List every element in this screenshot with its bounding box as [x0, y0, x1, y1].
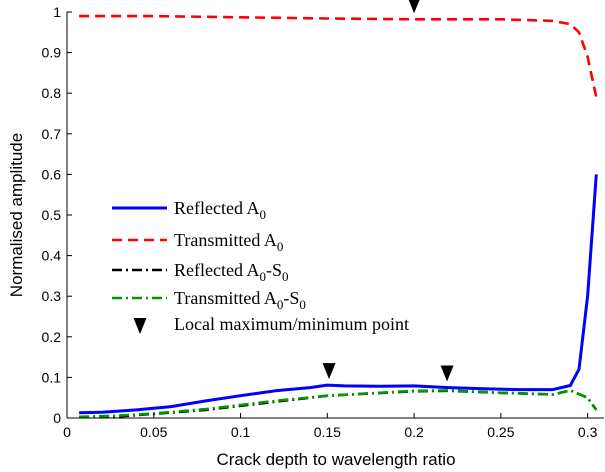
local-extremum-marker	[322, 363, 336, 380]
legend-label-0: Reflected A0	[174, 198, 266, 222]
y-axis-label: Normalised amplitude	[7, 133, 26, 297]
x-tick-label: 0	[63, 424, 71, 440]
legend-suffix: -S	[266, 260, 282, 280]
y-tick-label: 0.4	[42, 248, 62, 264]
legend-subscript: 0	[277, 297, 284, 312]
legend-name: Transmitted A	[174, 288, 277, 308]
legend-label-1: Transmitted A0	[174, 230, 283, 254]
y-tick-label: 0.6	[42, 166, 62, 182]
y-tick-label: 0.7	[42, 126, 62, 142]
legend-subscript: 0	[259, 269, 266, 284]
y-tick-label: 0	[53, 410, 61, 426]
series-line-0	[79, 174, 598, 415]
series-line-1	[79, 14, 598, 98]
x-tick-label: 0.25	[487, 424, 514, 440]
legend-label-marker: Local maximum/minimum point	[174, 314, 409, 334]
x-tick-label: 0.3	[578, 424, 598, 440]
legend-subscript: 0	[299, 297, 306, 312]
legend-subscript: 0	[282, 269, 289, 284]
x-tick-label: 0.15	[314, 424, 341, 440]
y-tick-label: 0.5	[42, 207, 62, 223]
series-line-3	[79, 389, 598, 419]
legend-label-3: Transmitted A0-S0	[174, 288, 306, 312]
x-tick-label: 0.1	[231, 424, 251, 440]
legend-subscript: 0	[259, 207, 266, 222]
legend-suffix: -S	[283, 288, 299, 308]
y-tick-label: 0.3	[42, 288, 62, 304]
legend-name: Transmitted A	[174, 230, 277, 250]
legend-marker-triangle	[133, 318, 147, 334]
y-tick-label: 0.8	[42, 85, 62, 101]
y-tick-label: 0.9	[42, 45, 62, 61]
legend-subscript: 0	[277, 239, 284, 254]
local-extremum-marker	[440, 365, 454, 382]
x-axis-label: Crack depth to wavelength ratio	[216, 450, 455, 469]
legend-name: Reflected A	[174, 260, 259, 280]
axes: 0 0.05 0.1 0.15 0.2 0.25 0.3 0 0.1 0.2 0.3 0.4 0.5 0.…	[42, 4, 604, 440]
y-tick-label: 0.2	[42, 329, 62, 345]
legend-label-2: Reflected A0-S0	[174, 260, 288, 284]
x-tick-label: 0.05	[140, 424, 167, 440]
local-extremum-marker	[408, 0, 420, 14]
y-tick-label: 1	[53, 4, 61, 20]
legend-name: Reflected A	[174, 198, 259, 218]
y-tick-label: 0.1	[42, 369, 62, 385]
x-tick-label: 0.2	[404, 424, 424, 440]
